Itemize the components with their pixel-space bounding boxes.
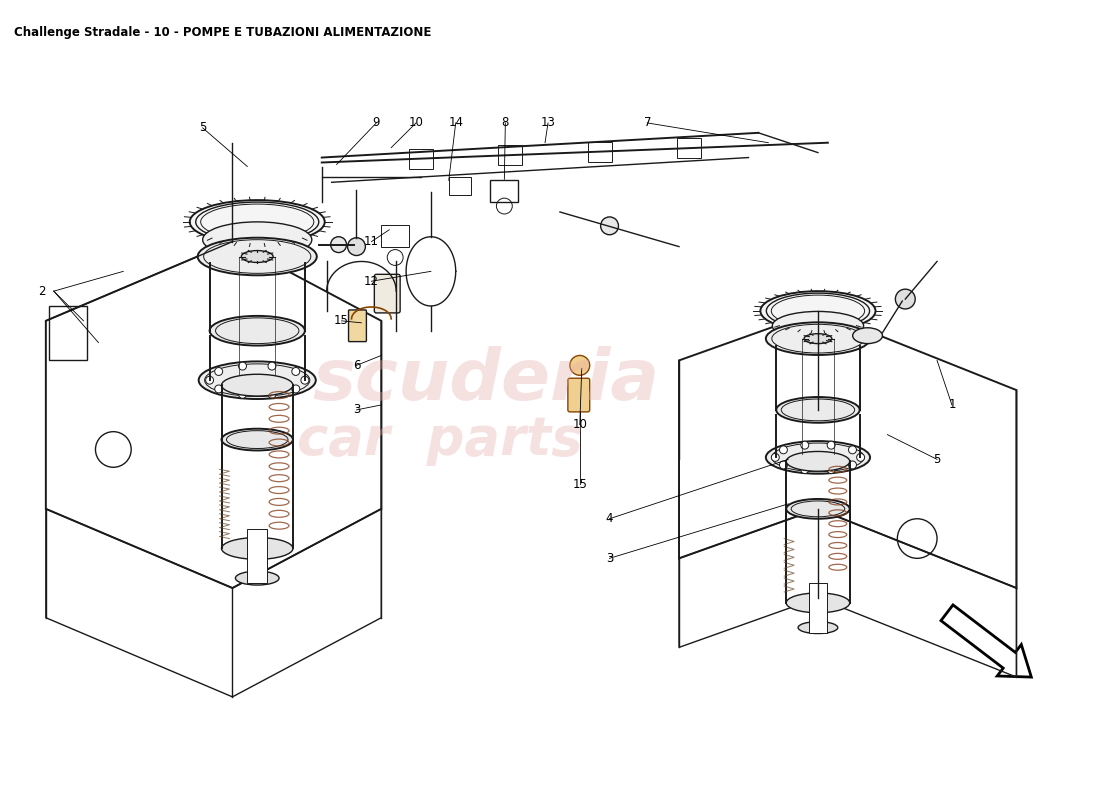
Ellipse shape: [202, 222, 311, 258]
Text: 12: 12: [364, 274, 378, 288]
Text: scuderia: scuderia: [311, 346, 659, 414]
FancyBboxPatch shape: [248, 529, 267, 583]
Circle shape: [895, 289, 915, 309]
FancyBboxPatch shape: [349, 310, 366, 342]
Ellipse shape: [760, 291, 876, 330]
Circle shape: [848, 461, 857, 469]
Circle shape: [239, 390, 246, 398]
Circle shape: [301, 376, 309, 384]
Circle shape: [331, 237, 346, 253]
Text: 2: 2: [39, 285, 45, 298]
Ellipse shape: [221, 374, 293, 396]
Ellipse shape: [786, 593, 849, 613]
Text: 3: 3: [353, 403, 360, 416]
Polygon shape: [940, 605, 1032, 677]
Circle shape: [857, 454, 865, 462]
Circle shape: [268, 362, 276, 370]
Text: car  parts: car parts: [297, 414, 583, 466]
Ellipse shape: [198, 238, 317, 275]
Ellipse shape: [199, 362, 316, 399]
Ellipse shape: [786, 451, 849, 471]
Ellipse shape: [777, 397, 859, 422]
Text: 3: 3: [606, 552, 613, 565]
Text: 6: 6: [353, 359, 360, 372]
Circle shape: [848, 446, 857, 454]
Circle shape: [206, 376, 213, 384]
FancyBboxPatch shape: [374, 274, 400, 313]
Circle shape: [827, 442, 835, 449]
Circle shape: [801, 442, 808, 449]
Text: 5: 5: [934, 453, 940, 466]
Ellipse shape: [221, 429, 293, 450]
Circle shape: [239, 362, 246, 370]
Circle shape: [214, 367, 222, 375]
Text: 11: 11: [364, 235, 378, 248]
Ellipse shape: [786, 499, 849, 518]
Circle shape: [780, 446, 788, 454]
Circle shape: [601, 217, 618, 234]
Text: 9: 9: [373, 117, 381, 130]
Circle shape: [827, 466, 835, 474]
Text: 7: 7: [644, 117, 651, 130]
Text: 14: 14: [448, 117, 463, 130]
FancyBboxPatch shape: [568, 378, 590, 412]
Circle shape: [801, 466, 808, 474]
Ellipse shape: [241, 250, 273, 262]
Circle shape: [348, 238, 365, 255]
Text: 5: 5: [199, 122, 207, 134]
Circle shape: [292, 385, 299, 393]
Circle shape: [292, 367, 299, 375]
Ellipse shape: [189, 200, 324, 244]
Circle shape: [214, 385, 222, 393]
Ellipse shape: [235, 571, 279, 585]
Circle shape: [268, 390, 276, 398]
Circle shape: [570, 355, 590, 375]
Circle shape: [771, 454, 779, 462]
FancyBboxPatch shape: [808, 583, 827, 633]
Text: 8: 8: [502, 117, 509, 130]
Ellipse shape: [799, 622, 838, 634]
Text: 13: 13: [540, 117, 556, 130]
Circle shape: [780, 461, 788, 469]
Text: 1: 1: [948, 398, 956, 411]
Text: 4: 4: [606, 512, 614, 526]
Ellipse shape: [766, 322, 870, 355]
Text: 10: 10: [572, 418, 587, 431]
Ellipse shape: [210, 316, 305, 346]
Ellipse shape: [804, 334, 832, 343]
Ellipse shape: [852, 328, 882, 343]
Ellipse shape: [221, 538, 293, 559]
Text: 15: 15: [334, 314, 349, 327]
Text: 10: 10: [408, 117, 424, 130]
Ellipse shape: [772, 311, 864, 340]
Text: Challenge Stradale - 10 - POMPE E TUBAZIONI ALIMENTAZIONE: Challenge Stradale - 10 - POMPE E TUBAZI…: [14, 26, 431, 39]
Ellipse shape: [766, 441, 870, 474]
Text: 15: 15: [572, 478, 587, 490]
